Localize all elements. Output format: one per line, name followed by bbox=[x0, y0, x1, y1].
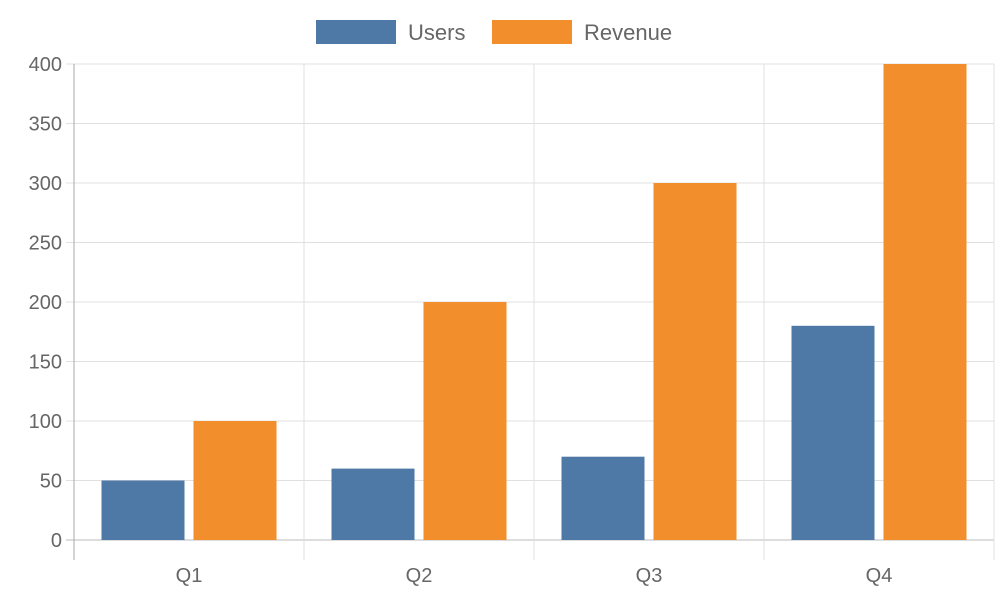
bar-users-q1 bbox=[101, 480, 185, 540]
bar-revenue-q3 bbox=[653, 183, 737, 540]
bar-revenue-q2 bbox=[423, 302, 507, 540]
bar-revenue-q4 bbox=[883, 64, 967, 540]
x-tick-label: Q2 bbox=[406, 565, 433, 587]
y-tick-label: 250 bbox=[29, 233, 62, 255]
bar-users-q3 bbox=[561, 456, 645, 540]
x-tick-label: Q3 bbox=[636, 565, 663, 587]
bar-revenue-q1 bbox=[193, 421, 277, 540]
y-tick-label: 400 bbox=[29, 54, 62, 76]
x-tick-label: Q4 bbox=[866, 565, 893, 587]
y-tick-label: 350 bbox=[29, 114, 62, 136]
y-tick-label: 0 bbox=[51, 530, 62, 552]
y-tick-label: 50 bbox=[40, 471, 62, 493]
legend-swatch-revenue bbox=[492, 20, 572, 44]
legend-label-revenue: Revenue bbox=[584, 20, 672, 45]
y-tick-label: 300 bbox=[29, 173, 62, 195]
legend-label-users: Users bbox=[408, 20, 465, 45]
x-tick-label: Q1 bbox=[176, 565, 203, 587]
bar-users-q2 bbox=[331, 468, 415, 540]
y-tick-label: 100 bbox=[29, 411, 62, 433]
y-tick-label: 200 bbox=[29, 292, 62, 314]
legend-swatch-users bbox=[316, 20, 396, 44]
bar-users-q4 bbox=[791, 325, 875, 540]
y-tick-label: 150 bbox=[29, 352, 62, 374]
